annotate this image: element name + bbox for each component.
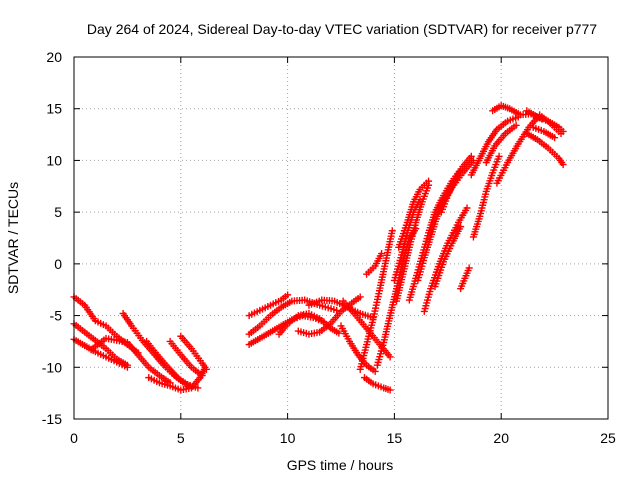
series-arc29 [437, 167, 465, 216]
x-tick-label: 15 [387, 430, 403, 446]
y-tick-labels: -15 -10 -5 0 5 10 15 20 [42, 49, 62, 427]
series-arc13 [275, 310, 343, 338]
series-arc9 [177, 332, 210, 373]
x-tick-label: 5 [177, 430, 185, 446]
x-tick-label: 20 [493, 430, 509, 446]
plot-frame [73, 56, 609, 420]
series-arc4 [87, 334, 174, 387]
data-point [465, 264, 473, 272]
chart-title: Day 264 of 2024, Sidereal Day-to-day VTE… [87, 21, 597, 37]
series-arc7 [143, 337, 193, 390]
series-arc21 [363, 250, 386, 278]
series-arc8 [166, 337, 206, 380]
x-tick-label: 10 [280, 430, 296, 446]
y-tick-label: 15 [46, 101, 62, 117]
data-point [386, 386, 394, 394]
series-arc30 [457, 264, 473, 293]
data-point [386, 353, 394, 361]
data-point [425, 177, 433, 185]
data-point [194, 384, 202, 392]
series-arc19 [356, 227, 396, 373]
y-tick-label: 10 [46, 152, 62, 168]
data-point [198, 372, 206, 380]
data-point [467, 152, 475, 160]
x-tick-label: 25 [600, 430, 616, 446]
y-tick-label: 5 [54, 204, 62, 220]
axis-ticks [73, 56, 609, 420]
series-arc36 [523, 130, 567, 169]
data-point [388, 227, 396, 235]
x-tick-label: 0 [70, 430, 78, 446]
data-point [559, 161, 567, 169]
data-points [70, 102, 567, 394]
data-point [495, 152, 503, 160]
data-point [378, 250, 386, 258]
data-point [123, 363, 131, 371]
data-point [356, 293, 364, 301]
x-tick-labels: 0 5 10 15 20 25 [70, 430, 616, 446]
series-arc31 [469, 152, 503, 241]
data-point [335, 329, 343, 337]
series-arc22 [393, 181, 433, 305]
series-arc27 [420, 204, 471, 315]
y-tick-label: -15 [42, 411, 62, 427]
data-point [185, 382, 193, 390]
y-tick-label: -10 [42, 359, 62, 375]
data-point [457, 167, 465, 175]
y-tick-label: -5 [50, 308, 63, 324]
data-point [284, 291, 292, 299]
data-point [463, 204, 471, 212]
series-arc28 [431, 223, 465, 291]
y-tick-label: 0 [54, 256, 62, 272]
data-point [551, 134, 559, 142]
x-axis-label: GPS time / hours [287, 457, 394, 473]
series-arc24 [395, 177, 433, 251]
series-arc38 [529, 123, 559, 142]
grid [74, 57, 608, 419]
data-point [371, 367, 379, 375]
series-arc14 [294, 293, 364, 338]
data-point [512, 121, 520, 129]
data-point [457, 223, 465, 231]
y-axis-label: SDTVAR / TECUs [5, 182, 21, 294]
data-point [202, 365, 210, 373]
series-arc37 [523, 107, 567, 135]
data-point [559, 127, 567, 135]
series-arc32 [467, 113, 522, 179]
y-tick-label: 20 [46, 49, 62, 65]
series-arc33 [482, 121, 520, 166]
series-arc10 [245, 291, 292, 320]
series-arc18 [360, 374, 394, 394]
